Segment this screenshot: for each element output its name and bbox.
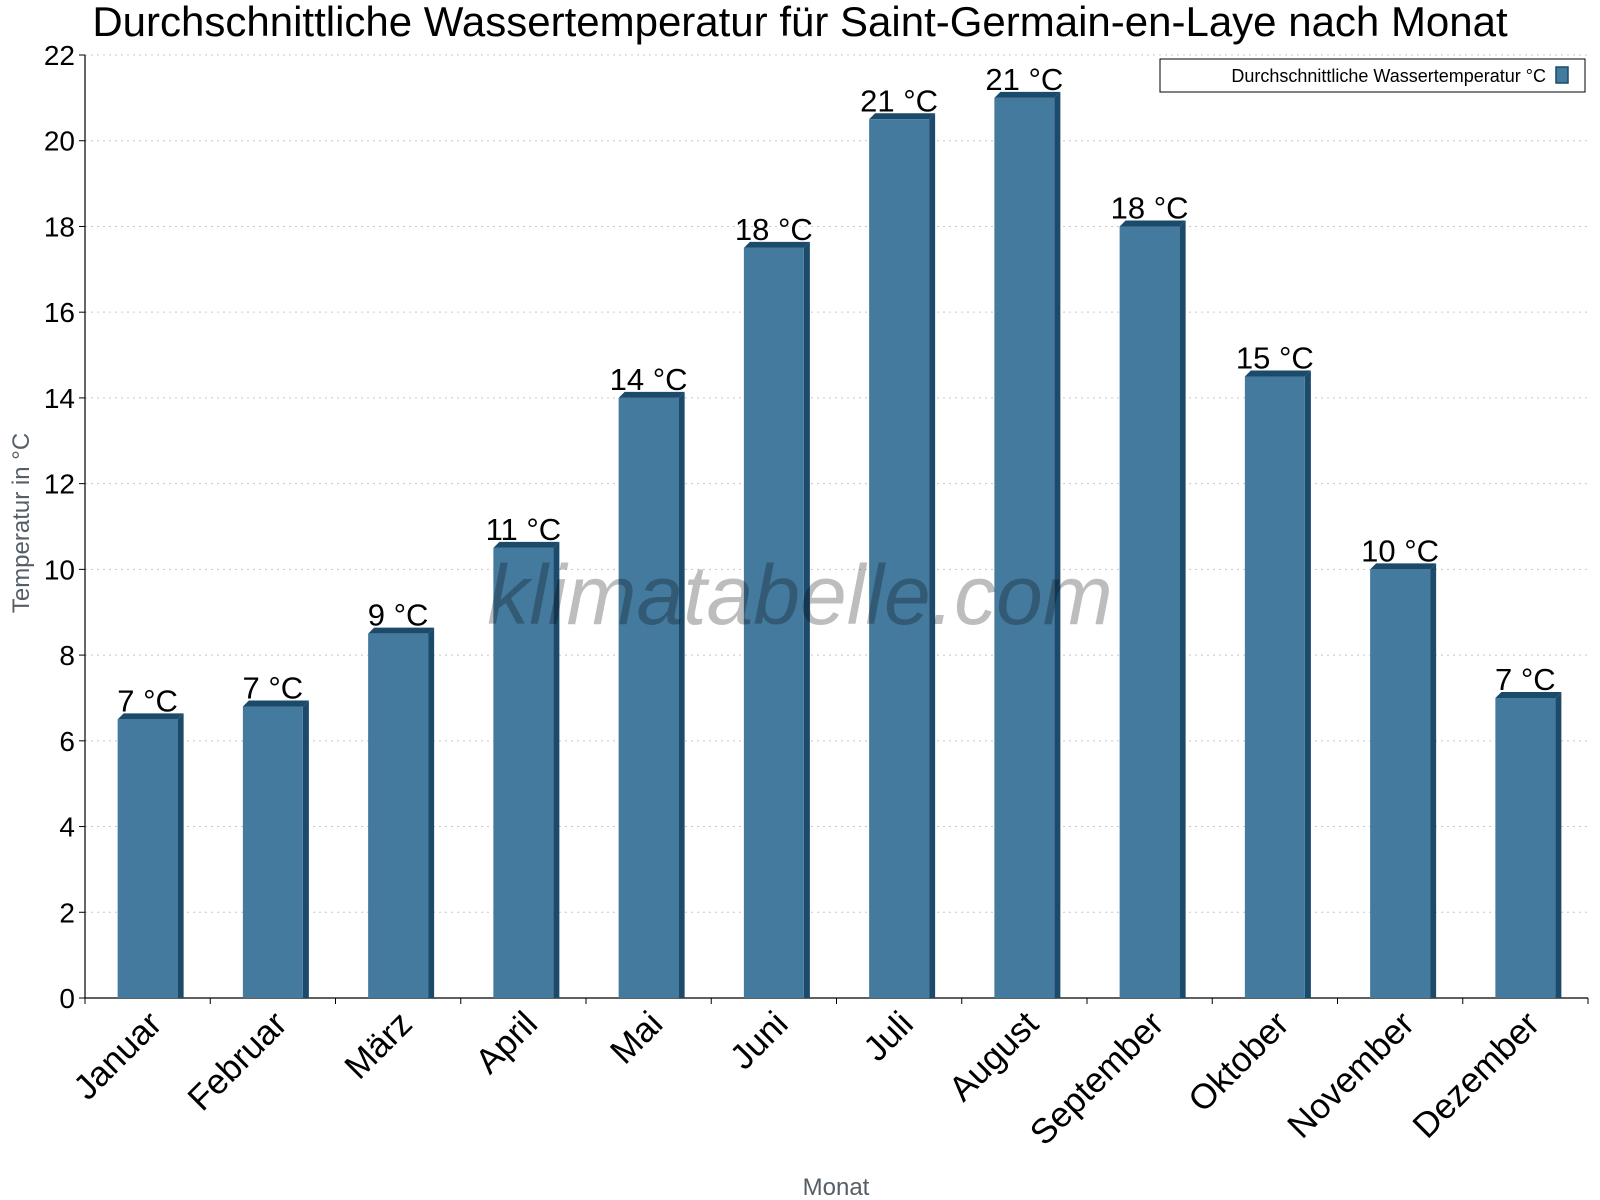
bar	[1495, 691, 1562, 998]
data-label: 14 °C	[610, 362, 688, 397]
bar-front	[117, 719, 178, 998]
bar-top	[618, 391, 685, 398]
bar-front	[242, 706, 303, 998]
x-tick-label: Mai	[603, 1004, 670, 1071]
bar-top	[1370, 563, 1437, 570]
x-tick-label: Oktober	[1181, 1004, 1297, 1120]
bar-top	[368, 627, 435, 634]
bar-top	[1495, 691, 1562, 698]
legend-swatch	[1555, 66, 1569, 84]
bars	[117, 91, 1562, 999]
x-axis-ticks: Januar Februar März April Mai Juni Juli AugustS…	[66, 998, 1589, 1153]
bar	[493, 541, 560, 998]
bar-side	[428, 627, 435, 998]
data-label: 9 °C	[368, 598, 429, 633]
legend-box	[1159, 58, 1586, 93]
legend: Durchschnittliche Wassertemperatur °C	[1159, 58, 1586, 93]
bar-side	[1430, 563, 1437, 998]
bar-front	[994, 97, 1055, 998]
y-tick-label: 2	[59, 897, 75, 928]
data-label: 15 °C	[1236, 340, 1314, 375]
bar-top	[743, 241, 810, 248]
y-tick-label: 18	[44, 211, 75, 242]
x-tick-label: August	[941, 1004, 1046, 1109]
x-tick-label: September	[1023, 1004, 1172, 1153]
y-tick-label: 10	[44, 554, 75, 585]
data-label: 10 °C	[1361, 533, 1439, 568]
data-label: 7 °C	[1495, 662, 1556, 697]
bar-side	[1054, 91, 1061, 998]
legend-entry-label: Durchschnittliche Wassertemperatur °C	[1231, 66, 1546, 86]
bar-front	[1119, 226, 1180, 999]
bar-side	[929, 113, 936, 998]
x-tick-label: Juni	[723, 1004, 796, 1077]
data-labels: 7 °C 7 °C 9 °C 11 °C 14 °C 18 °C 21 °C 21 °C 18 …	[117, 62, 1555, 719]
bar-side	[553, 541, 560, 998]
x-axis-label: Monat	[803, 1174, 870, 1200]
bar	[242, 700, 309, 998]
bar	[743, 241, 810, 999]
x-tick-label: November	[1280, 1004, 1422, 1146]
bar-side	[1555, 691, 1562, 998]
x-tick-label: Dezember	[1405, 1004, 1547, 1146]
x-tick-label: Juli	[856, 1004, 921, 1069]
bar-side	[1304, 370, 1311, 998]
bar-top	[1244, 370, 1311, 377]
bar	[1119, 220, 1186, 999]
bar-top	[994, 91, 1061, 98]
y-tick-label: 16	[44, 297, 75, 328]
data-label: 21 °C	[985, 62, 1063, 97]
y-tick-label: 14	[44, 383, 75, 414]
chart-title: Durchschnittliche Wassertemperatur für S…	[92, 0, 1508, 45]
bar-side	[177, 713, 184, 998]
y-tick-label: 8	[59, 640, 75, 671]
bar-front	[493, 547, 554, 998]
y-tick-label: 6	[59, 726, 75, 757]
y-tick-label: 12	[44, 469, 75, 500]
y-axis-label: Temperatur in °C	[8, 433, 35, 613]
y-tick-label: 0	[59, 983, 75, 1014]
bar-front	[368, 633, 429, 998]
bar	[869, 113, 936, 998]
y-tick-label: 20	[44, 126, 75, 157]
bar	[618, 391, 685, 999]
bar-top	[1119, 220, 1186, 227]
bar-top	[242, 700, 309, 707]
bar-front	[743, 247, 804, 999]
watermark: klimatabelle.com	[487, 548, 1113, 642]
bar-front	[1370, 569, 1431, 998]
x-tick-label: März	[337, 1004, 420, 1087]
bar-side	[678, 391, 685, 999]
bar-top	[493, 541, 560, 548]
x-tick-label: Februar	[180, 1004, 294, 1118]
bar-side	[1179, 220, 1186, 999]
y-axis-ticks: 0 2 4 6 8 10 12 14 16 18 20 22	[44, 40, 85, 1014]
x-tick-label: April	[468, 1004, 545, 1081]
data-label: 21 °C	[860, 83, 938, 118]
bar-top	[117, 713, 184, 720]
bar	[368, 627, 435, 998]
bar	[117, 713, 184, 998]
data-label: 11 °C	[486, 512, 562, 547]
y-tick-label: 4	[59, 812, 75, 843]
bar-front	[1244, 376, 1305, 998]
gridlines	[85, 54, 1588, 913]
axes	[84, 55, 1588, 999]
data-label: 7 °C	[117, 683, 178, 718]
bar-side	[302, 700, 309, 998]
bar-front	[618, 397, 679, 999]
data-label: 18 °C	[1111, 190, 1189, 225]
bar-top	[869, 113, 936, 120]
data-label: 7 °C	[243, 671, 304, 706]
bar	[1370, 563, 1437, 998]
bar-side	[803, 241, 810, 999]
x-tick-label: Januar	[66, 1004, 169, 1107]
bar	[994, 91, 1061, 998]
bar-front	[1495, 697, 1556, 998]
bar	[1244, 370, 1311, 998]
bar-front	[869, 119, 930, 998]
data-label: 18 °C	[735, 212, 813, 247]
y-tick-label: 22	[44, 40, 75, 71]
